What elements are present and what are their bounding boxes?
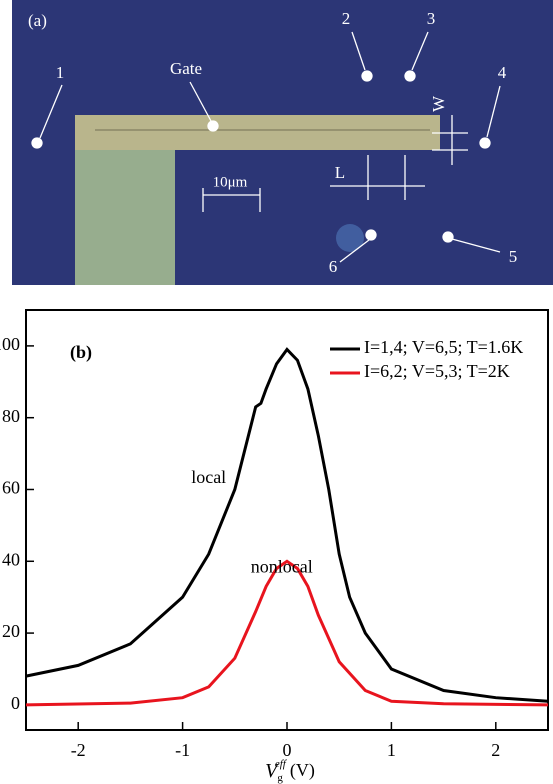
gate-dot xyxy=(207,120,219,132)
x-axis-label-part: (V) xyxy=(290,760,315,781)
micrograph: (a) 1 2 3 4 5 6 Gate 10μm L W xyxy=(12,0,553,285)
width-label: W xyxy=(429,95,448,112)
contact-dot xyxy=(442,231,454,243)
contact-dot xyxy=(365,229,377,241)
x-axis-label-part: V xyxy=(265,760,280,782)
contact-label: 1 xyxy=(56,63,65,82)
x-axis-label-part: g xyxy=(277,772,283,784)
panel-label: (a) xyxy=(28,11,47,30)
legend-label: I=6,2; V=5,3; T=2K xyxy=(364,361,510,381)
x-tick-label: -1 xyxy=(175,740,190,760)
y-tick-label: 40 xyxy=(2,549,20,569)
length-label: L xyxy=(335,163,345,182)
pad xyxy=(75,150,175,285)
scale-label: 10μm xyxy=(213,174,248,190)
gate-label: Gate xyxy=(170,59,202,78)
leader xyxy=(451,238,501,253)
annotation: nonlocal xyxy=(251,557,313,577)
panel-label: (b) xyxy=(70,342,92,363)
leader xyxy=(411,31,429,71)
leader xyxy=(486,85,501,138)
spot xyxy=(336,224,364,252)
y-tick-label: 60 xyxy=(2,478,20,498)
y-tick-label: 100 xyxy=(0,334,20,354)
contact-label: 2 xyxy=(342,9,351,28)
annotation: local xyxy=(191,467,226,487)
x-tick-label: 2 xyxy=(491,740,500,760)
leader xyxy=(189,81,212,122)
x-tick-label: -2 xyxy=(71,740,86,760)
chart: 0 20 40 60 80 100 -2 -1 0 1 2 Vg eff(V) (b) I=1,4; V=6… xyxy=(0,309,549,784)
leader xyxy=(39,84,63,139)
y-tick-label: 80 xyxy=(2,406,20,426)
contact-label: 5 xyxy=(509,247,518,266)
contact-label: 6 xyxy=(329,257,338,276)
contact-dot xyxy=(404,70,416,82)
x-axis-label: Vg eff (V) xyxy=(265,758,315,784)
x-axis-label-part: eff xyxy=(275,758,288,770)
y-tick-label: 20 xyxy=(2,621,20,641)
x-tick-label: 1 xyxy=(387,740,396,760)
contact-dot xyxy=(361,70,373,82)
line-series xyxy=(25,559,549,707)
legend-label: I=1,4; V=6,5; T=1.6K xyxy=(364,337,523,357)
contact-label: 4 xyxy=(498,63,507,82)
leader xyxy=(351,31,366,71)
contact-label: 3 xyxy=(427,9,436,28)
contact-dot xyxy=(479,137,491,149)
contact-dot xyxy=(31,137,43,149)
gate-electrode xyxy=(75,115,440,150)
y-tick-label: 0 xyxy=(11,693,20,713)
x-tick-label: 0 xyxy=(283,740,292,760)
line-series xyxy=(25,347,549,703)
leader xyxy=(339,239,370,263)
